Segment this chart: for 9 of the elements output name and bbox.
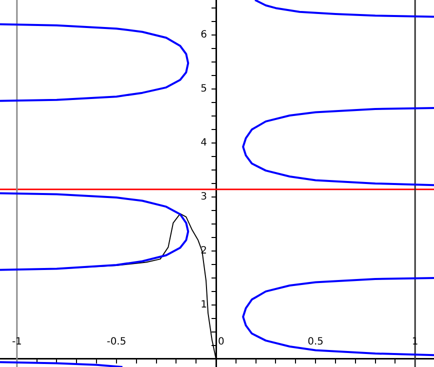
y-tick-label: 6: [200, 30, 208, 41]
y-tick-label: 5: [200, 84, 208, 95]
x-tick-label: 0.5: [308, 336, 324, 348]
y-tick-label: 3: [200, 192, 208, 203]
y-tick-label: 4: [200, 138, 208, 149]
x-tick-label: -0.5: [106, 336, 126, 348]
y-tick-label: 1: [200, 300, 208, 311]
x-tick-label: -1: [12, 336, 22, 348]
x-tick-label: 0: [218, 336, 224, 348]
